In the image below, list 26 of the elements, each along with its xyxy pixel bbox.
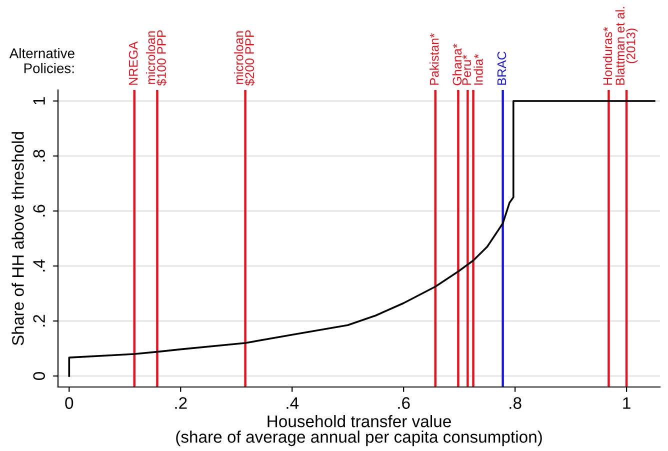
ref-line-label: microloan $100 PPP: [146, 30, 167, 86]
ref-line-label: microloan $200 PPP: [234, 30, 255, 86]
ref-line-label: NREGA: [128, 41, 138, 85]
y-axis-title: Share of HH above threshold: [12, 132, 24, 346]
y-tick-label: .2: [33, 314, 45, 326]
x-tick-label: .2: [175, 397, 187, 409]
ref-line-label: Pakistan*: [430, 33, 439, 85]
x-tick-label: .4: [286, 397, 299, 409]
ref-line-label: India*: [474, 54, 483, 85]
x-tick-label: 1: [623, 397, 630, 409]
x-tick-label: .8: [510, 397, 522, 409]
x-axis-title: Household transfer value (share of average annual per capita consumption): [176, 415, 542, 446]
ref-line-label: Honduras*: [602, 26, 612, 85]
x-tick-label: .6: [398, 397, 410, 409]
ref-line-label: Blattman et al. (2013): [615, 7, 638, 85]
ref-line-label: Peru*: [462, 54, 472, 85]
y-tick-label: 0: [33, 372, 45, 380]
line-series: [68, 100, 656, 377]
y-tick-label: 1: [33, 97, 45, 104]
text: Alternative Policies:: [9, 48, 74, 74]
y-tick-label: .6: [33, 204, 45, 216]
ref-line-label: BRAC: [497, 52, 506, 85]
y-tick-label: .4: [33, 260, 45, 272]
y-tick-label: .8: [33, 150, 45, 162]
x-tick-label: 0: [65, 397, 74, 409]
ref-line-label: Ghana*: [452, 44, 462, 86]
